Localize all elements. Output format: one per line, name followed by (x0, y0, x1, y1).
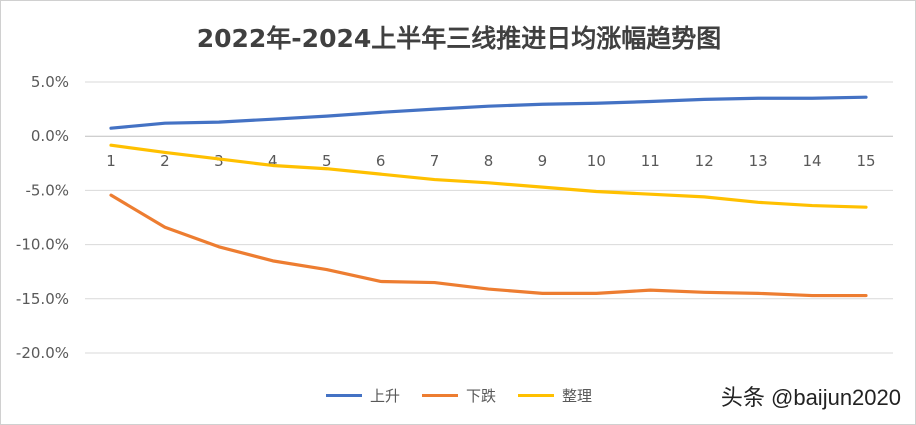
x-tick-label: 10 (587, 152, 606, 170)
legend-item-down: 下跌 (421, 385, 496, 406)
y-tick-label: 0.0% (31, 127, 69, 145)
series-line-1 (109, 193, 868, 298)
x-tick-label: 14 (803, 152, 822, 170)
x-tick-label: 4 (268, 152, 278, 170)
y-tick-label: 5.0% (31, 73, 69, 91)
legend-label: 整理 (562, 387, 593, 405)
legend-swatch (518, 394, 554, 397)
y-tick-label: -5.0% (25, 181, 69, 199)
x-tick-label: 3 (214, 152, 224, 170)
x-tick-label: 2 (160, 152, 170, 170)
y-tick-label: -15.0% (16, 290, 69, 308)
x-tick-label: 1 (106, 152, 116, 170)
legend-item-up: 上升 (325, 385, 400, 406)
x-tick-label: 7 (430, 152, 440, 170)
watermark: 头条 @baijun2020 (720, 385, 901, 410)
x-tick-label: 5 (322, 152, 332, 170)
x-tick-label: 11 (641, 152, 660, 170)
y-tick-label: -10.0% (16, 236, 69, 254)
series-line-0 (109, 95, 868, 130)
x-tick-label: 13 (749, 152, 768, 170)
series-line-2 (109, 143, 868, 209)
legend: 上升 下跌 整理 (1, 385, 915, 406)
legend-swatch (325, 394, 362, 397)
legend-item-flat: 整理 (518, 385, 592, 406)
x-tick-label: 12 (695, 152, 714, 170)
x-tick-label: 6 (376, 152, 386, 170)
legend-label: 上升 (369, 387, 400, 405)
chart-title: 2022年-2024上半年三线推进日均涨幅趋势图 (196, 24, 722, 53)
y-tick-label: -20.0% (16, 344, 69, 362)
legend-label: 下跌 (465, 387, 496, 405)
x-tick-label: 9 (538, 152, 548, 170)
x-tick-label: 8 (484, 152, 494, 170)
legend-swatch (421, 394, 458, 397)
x-tick-label: 15 (856, 152, 875, 170)
